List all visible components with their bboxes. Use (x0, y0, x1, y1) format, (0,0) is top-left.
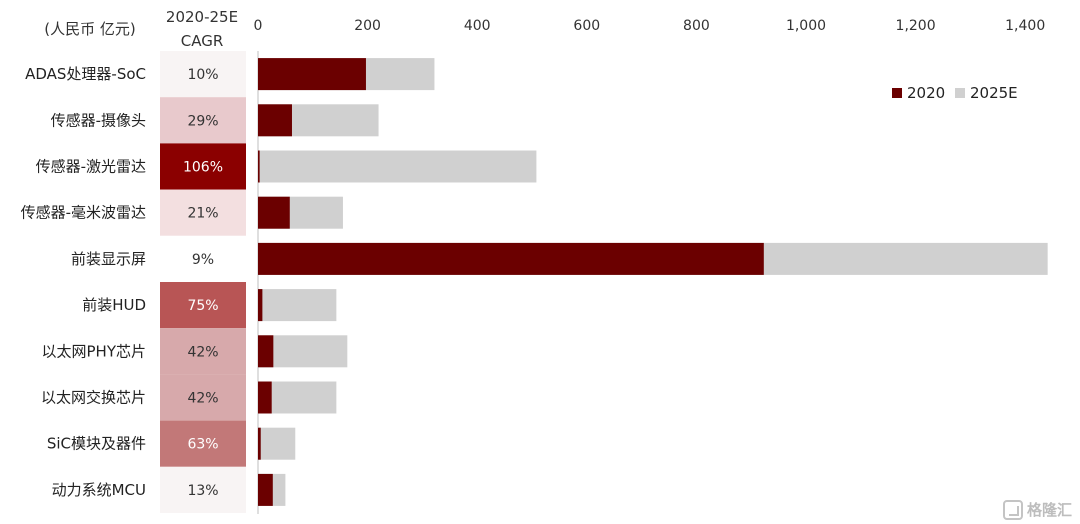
watermark-logo-icon (1002, 499, 1023, 520)
bar-2020 (258, 196, 290, 229)
x-tick-label: 1,400 (1005, 18, 1045, 34)
bar-2020 (258, 427, 261, 460)
bar-2020 (258, 104, 292, 137)
cagr-value: 75% (187, 298, 218, 314)
bar-2025e (258, 427, 296, 460)
x-tick-label: 0 (254, 18, 263, 34)
x-tick-label: 1,200 (896, 18, 936, 34)
cagr-value: 42% (187, 391, 218, 407)
cagr-cell (160, 466, 246, 513)
watermark-text: 格隆汇 (1026, 501, 1072, 519)
x-tick-label: 200 (354, 18, 381, 34)
bar-2020 (258, 289, 263, 322)
category-label: 传感器-摄像头 (51, 111, 146, 129)
cagr-cell (160, 189, 246, 236)
cagr-value: 63% (187, 437, 218, 453)
cagr-value: 106% (183, 160, 223, 176)
watermark: 格隆汇 (1002, 499, 1072, 520)
unit-label: (人民币 亿元) (44, 20, 135, 38)
cagr-value: 42% (187, 344, 218, 360)
cagr-value: 13% (187, 483, 218, 499)
cagr-cell (160, 235, 246, 282)
cagr-cell (160, 97, 246, 144)
category-label: 前装HUD (82, 296, 146, 314)
category-label: SiC模块及器件 (47, 435, 146, 453)
legend: 2020 2025E (892, 84, 1018, 102)
legend-swatch-2020 (892, 88, 902, 98)
cagr-cell (160, 282, 246, 329)
cagr-value: 10% (187, 67, 218, 83)
category-label: 以太网PHY芯片 (42, 342, 147, 360)
bar-2020 (258, 150, 260, 183)
cagr-cell (160, 51, 246, 98)
category-label: ADAS处理器-SoC (25, 65, 146, 83)
bar-2025e (258, 289, 337, 322)
category-label: 传感器-激光雷达 (36, 158, 146, 176)
cagr-column: 10% 29% 106% 21% 9% 75% 42% 42% 63% 13% (160, 51, 246, 513)
category-label: 动力系统MCU (52, 481, 146, 499)
cagr-header-line2: CAGR (181, 32, 224, 50)
category-label: 前装显示屏 (71, 250, 146, 268)
cagr-value: 29% (187, 113, 218, 129)
category-label: 传感器-毫米波雷达 (21, 204, 146, 222)
bar-2025e (258, 150, 537, 183)
x-tick-label: 800 (683, 18, 710, 34)
bar-2020 (258, 381, 272, 414)
cagr-header-line1: 2020-25E (166, 8, 238, 26)
bar-2020 (258, 335, 274, 368)
x-tick-label: 1,000 (786, 18, 826, 34)
cagr-cell (160, 420, 246, 467)
legend-label: 2025E (970, 84, 1018, 102)
bar-2020 (258, 242, 764, 275)
legend-swatch-2025e (955, 88, 965, 98)
x-tick-label: 600 (573, 18, 600, 34)
x-axis: 0 200 400 600 800 1,000 1,200 1,400 (254, 18, 1045, 514)
bars (258, 58, 1048, 506)
category-labels: ADAS处理器-SoC 传感器-摄像头传感器-激光雷达传感器-毫米波雷达前装显示屏… (21, 65, 146, 499)
bar-2020 (258, 58, 366, 91)
cagr-cell (160, 328, 246, 375)
cagr-cell (160, 143, 246, 190)
cagr-cell (160, 374, 246, 421)
cagr-value: 9% (192, 252, 214, 268)
legend-label: 2020 (907, 84, 945, 102)
cagr-value: 21% (187, 206, 218, 222)
category-label: 以太网交换芯片 (41, 389, 146, 407)
x-tick-label: 400 (464, 18, 491, 34)
bar-2020 (258, 473, 273, 506)
